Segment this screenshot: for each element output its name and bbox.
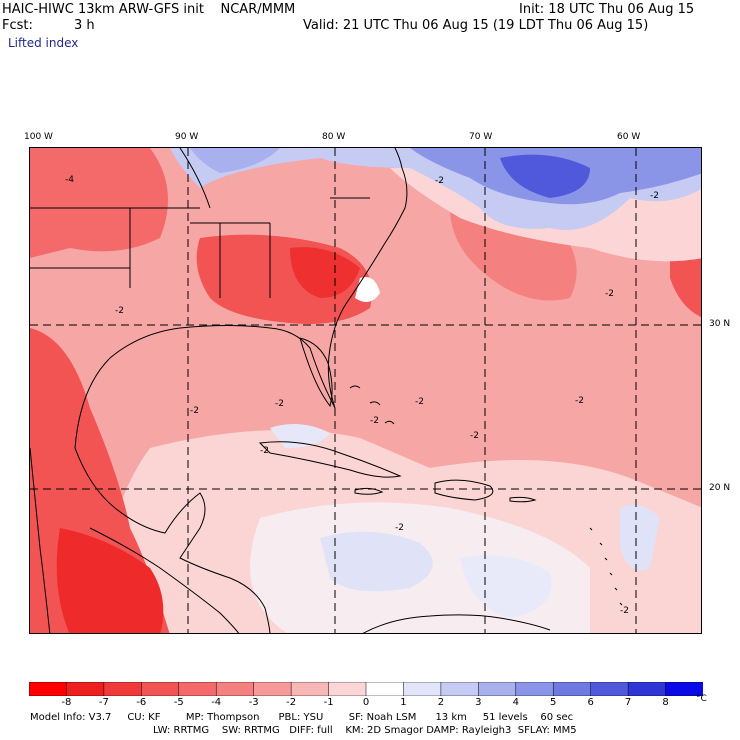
colorbar-tick-label: -2: [286, 697, 297, 708]
colorbar-swatch: [478, 681, 517, 697]
contour-label: -2: [115, 306, 124, 316]
contour-label: -2: [435, 176, 444, 186]
graticule: [30, 148, 701, 633]
colorbar-tick-label: -1: [323, 697, 334, 708]
colorbar-swatch: [178, 681, 217, 697]
colorbar-swatch: [290, 681, 330, 697]
contour-label: -2: [395, 523, 404, 533]
lon-label-100w: 100 W: [24, 132, 53, 142]
field-plains-red: [30, 148, 168, 258]
plot-title: HAIC-HIWC 13km ARW-GFS init NCAR/MMM: [2, 2, 296, 17]
colorbar-swatch: [215, 681, 255, 697]
contour-label: -2: [275, 399, 284, 409]
colorbar-tick-label: -8: [61, 697, 72, 708]
field-pale-blue-3: [620, 504, 660, 571]
lifted-index-map: -4 -2 -2 -2 -2 -2 -2 -2 -2 -2 -2 -2 -2 -…: [30, 148, 701, 633]
colorbar-swatch: [552, 681, 592, 697]
colorbar-tick-label: -3: [248, 697, 259, 708]
model-info-line2: LW: RRTMG SW: RRTMG DIFF: full KM: 2D Sm…: [153, 725, 577, 736]
field-nw-blue: [190, 148, 280, 173]
contour-label: -2: [415, 397, 424, 407]
colorbar-tick-label: 0: [362, 697, 370, 708]
colorbar-tick-label: 3: [475, 697, 482, 708]
colorbar-swatch: [627, 681, 667, 697]
forecast-label: Fcst:: [2, 18, 33, 33]
colorbar-swatch: [590, 681, 629, 697]
contour-label: -2: [605, 289, 614, 299]
field-ga-deep: [290, 247, 360, 298]
lon-label-90w: 90 W: [175, 132, 199, 142]
colorbar-swatch: [66, 681, 105, 697]
colorbar-swatch: [141, 681, 180, 697]
colorbar-tick-label: 2: [437, 697, 445, 708]
colorbar-unit: °C: [696, 694, 707, 704]
colorbar-swatch: [103, 681, 143, 697]
contour-label: -2: [470, 431, 479, 441]
field-north-blue-core: [500, 154, 590, 198]
colorbar-tick-label: -5: [173, 697, 184, 708]
field-fl-white: [355, 277, 380, 302]
contour-labels: -4 -2 -2 -2 -2 -2 -2 -2 -2 -2 -2 -2 -2 -…: [65, 175, 659, 616]
colorbar-tick-label: -6: [136, 697, 147, 708]
colorbar-swatch: [365, 681, 405, 697]
colorbar-tick-label: 4: [512, 697, 519, 708]
contour-label: -2: [190, 406, 199, 416]
colorbar-swatch: [440, 681, 480, 697]
lon-label-60w: 60 W: [617, 132, 641, 142]
map-panel: -4 -2 -2 -2 -2 -2 -2 -2 -2 -2 -2 -2 -2 -…: [29, 147, 702, 634]
colorbar-swatch: [328, 681, 367, 697]
contour-label: -2: [620, 606, 629, 616]
colorbar-tick-label: 5: [550, 697, 557, 708]
colorbar-tick-label: 8: [662, 697, 669, 708]
colorbar: [28, 681, 704, 700]
colorbar-swatch: [403, 681, 442, 697]
colorbar-swatch: [515, 681, 554, 697]
contour-label: -2: [575, 396, 584, 406]
colorbar-swatch: [28, 681, 68, 697]
lon-label-80w: 80 W: [322, 132, 346, 142]
field-pale-blue-2: [460, 555, 552, 618]
lat-label-30n: 30 N: [709, 319, 731, 329]
forecast-hour: 3 h: [74, 18, 95, 33]
contour-label: -2: [650, 191, 659, 201]
lon-label-70w: 70 W: [469, 132, 493, 142]
colorbar-tick-label: 1: [400, 697, 407, 708]
colorbar-tick-label: 6: [587, 697, 594, 708]
valid-time: Valid: 21 UTC Thu 06 Aug 15 (19 LDT Thu …: [303, 18, 649, 33]
field-name: Lifted index: [8, 36, 79, 50]
colorbar-swatches: [28, 681, 704, 697]
field-mexico-deep: [56, 528, 164, 633]
contour-label: -2: [260, 446, 269, 456]
colorbar-tick-label: -7: [98, 697, 109, 708]
colorbar-tick-label: 7: [624, 697, 632, 708]
colorbar-tick-label: -4: [211, 697, 222, 708]
coastlines: [30, 148, 623, 633]
contour-label: -4: [65, 175, 74, 185]
colorbar-swatch: [253, 681, 292, 697]
contour-label: -2: [370, 416, 379, 426]
lat-label-20n: 20 N: [709, 483, 731, 493]
init-time: Init: 18 UTC Thu 06 Aug 15: [519, 2, 695, 17]
field-pale-blue-1: [320, 531, 433, 592]
model-info-line1: Model Info: V3.7 CU: KF MP: Thompson PBL…: [30, 712, 574, 723]
